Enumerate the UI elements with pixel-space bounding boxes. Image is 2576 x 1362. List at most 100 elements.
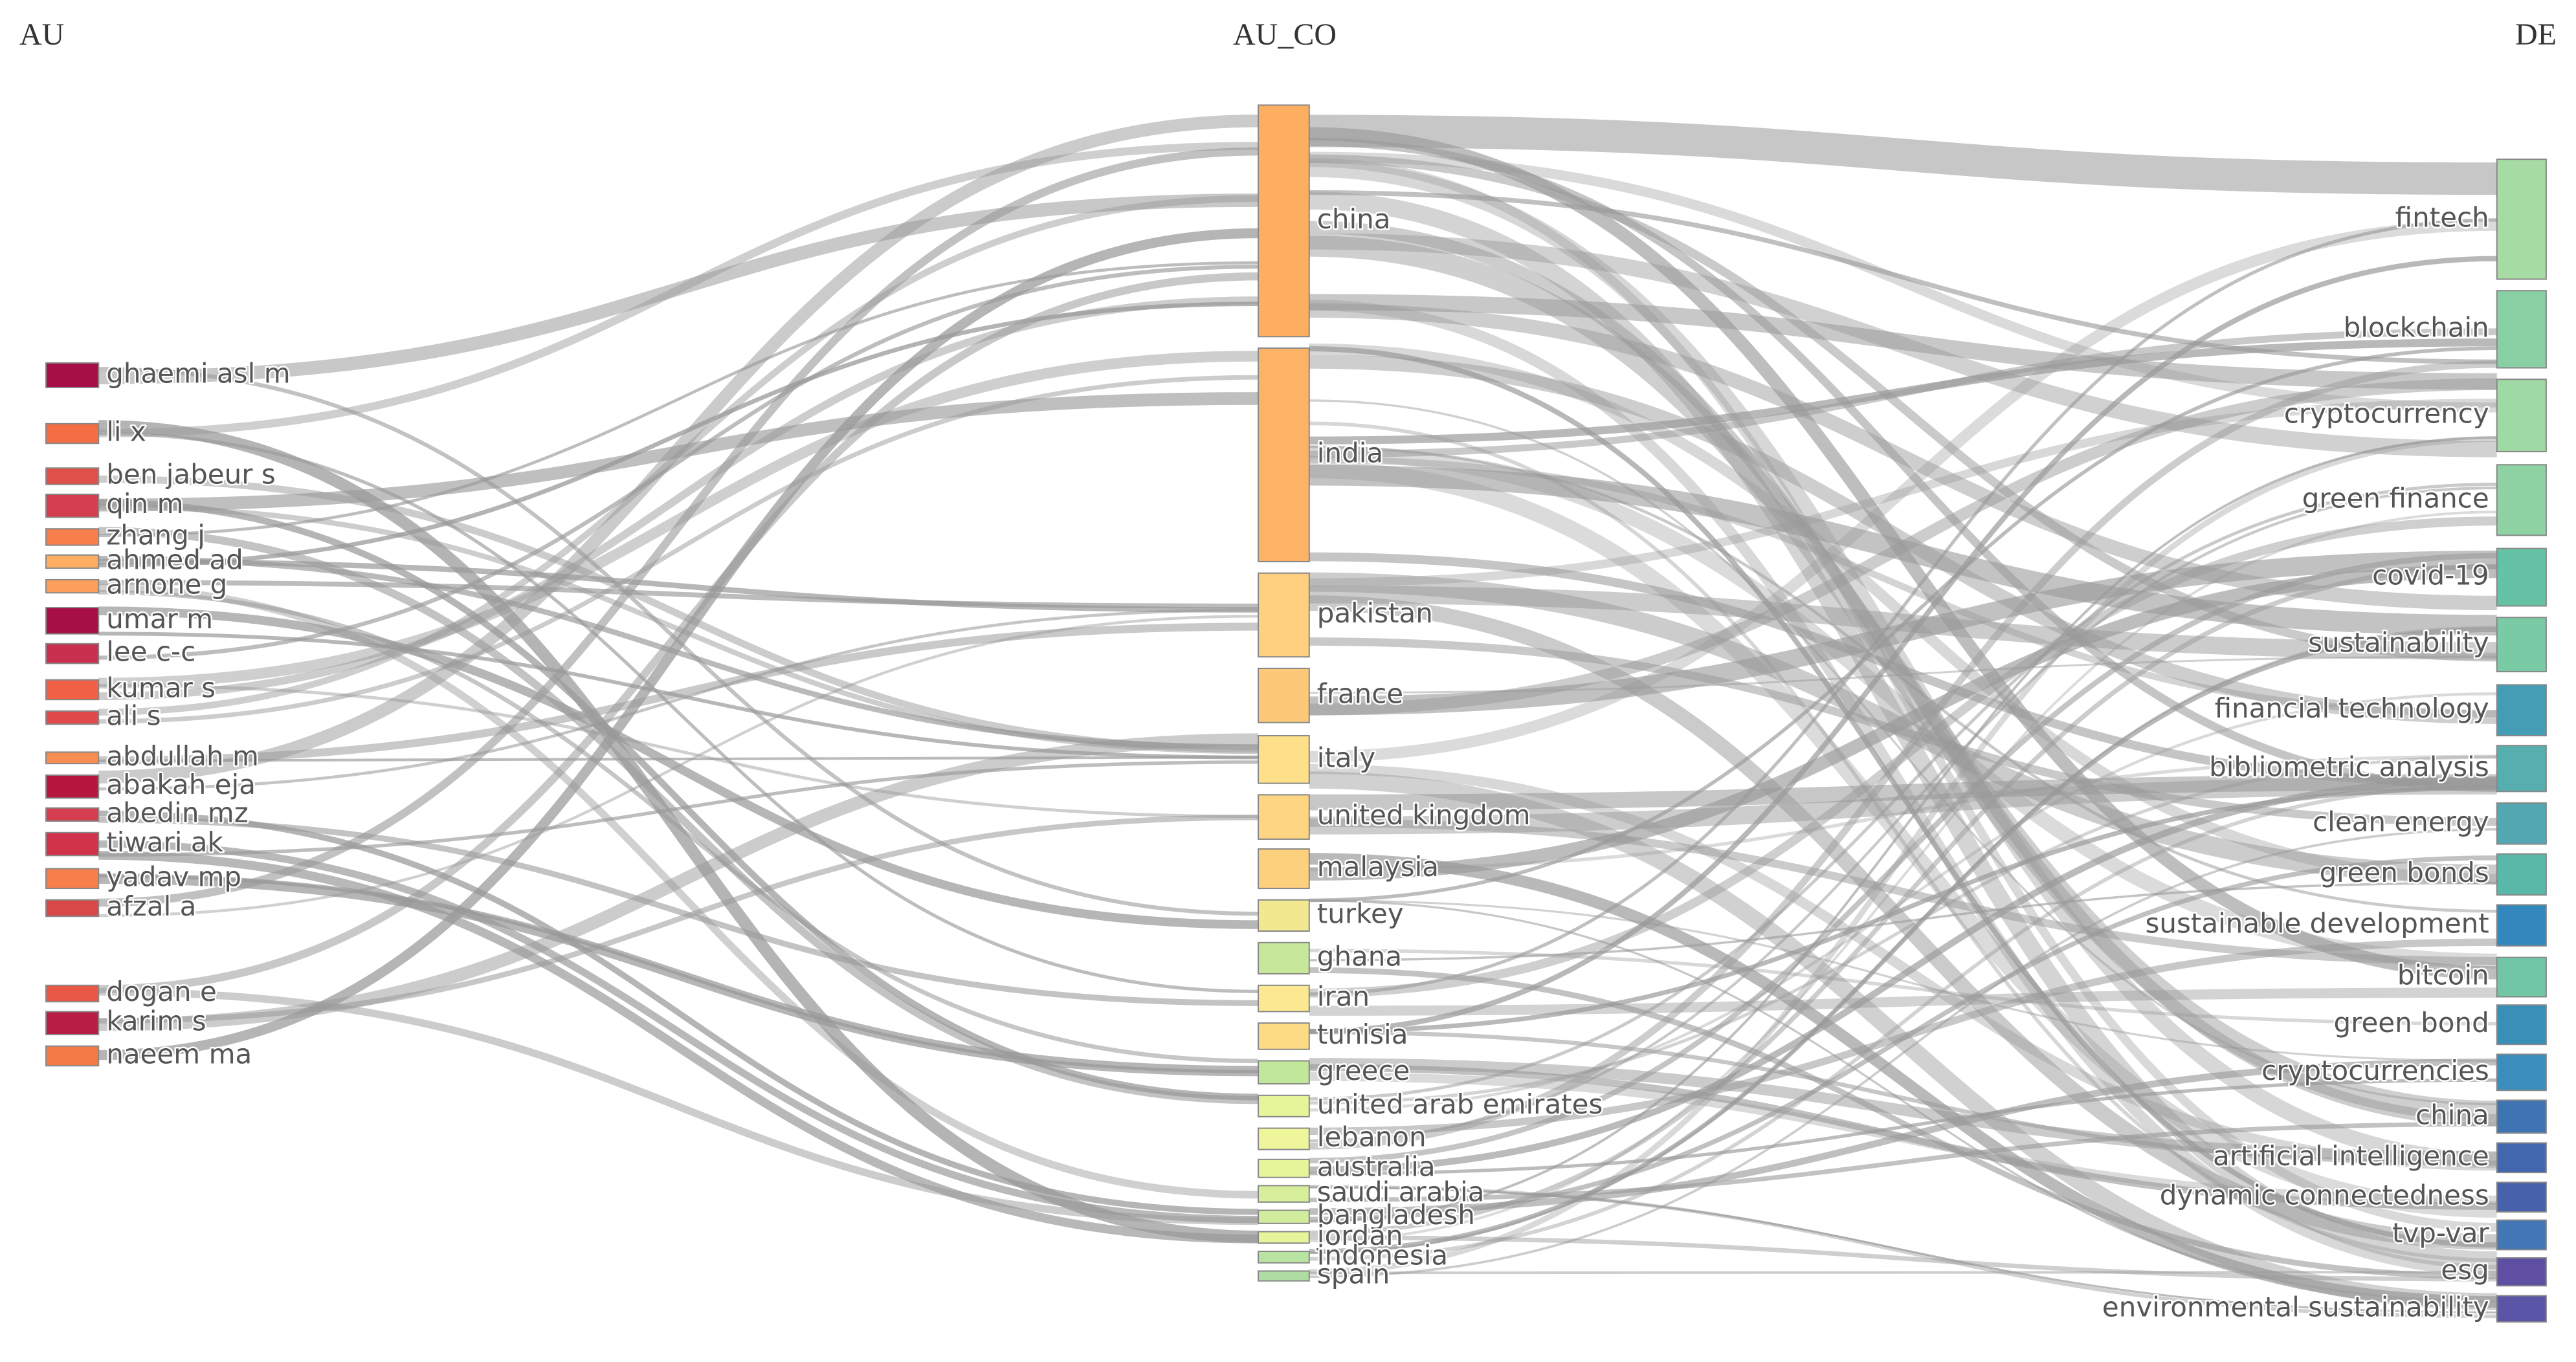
node-label: indonesia <box>1317 1239 1448 1271</box>
node <box>1258 984 1310 1013</box>
node-label: sustainable development <box>2146 908 2489 939</box>
node <box>1258 347 1310 562</box>
flow <box>98 606 1259 929</box>
flow <box>98 760 1259 857</box>
flow <box>98 608 1259 791</box>
node-label: united kingdom <box>1317 799 1531 831</box>
node <box>2496 1004 2547 1046</box>
flow <box>98 810 1259 1215</box>
node <box>45 774 100 799</box>
column-header: DE <box>2515 17 2557 52</box>
flow <box>1309 987 2497 1016</box>
node-label: karim s <box>106 1005 206 1037</box>
node-label: united arab emirates <box>1317 1088 1603 1120</box>
flow <box>98 840 1259 1224</box>
node <box>2496 1295 2547 1323</box>
flow <box>98 264 1259 660</box>
flow <box>98 193 1259 384</box>
node-label: jordan <box>1316 1220 1403 1251</box>
flow <box>1309 899 2497 1062</box>
node <box>2496 1181 2547 1213</box>
flow <box>1309 551 2497 716</box>
flow <box>1309 158 2497 1232</box>
node-label: blockchain <box>2344 311 2489 343</box>
node-label: lebanon <box>1317 1121 1427 1153</box>
node-label: li x <box>106 416 146 448</box>
flows <box>98 115 2497 1319</box>
flow <box>1309 655 2497 694</box>
node-label: spain <box>1317 1258 1390 1290</box>
flow <box>98 589 1259 1064</box>
node <box>2496 1257 2547 1287</box>
node <box>2496 159 2547 280</box>
node <box>45 554 100 569</box>
flow <box>1309 399 2497 587</box>
node <box>1258 735 1310 784</box>
node <box>1258 1185 1310 1203</box>
flow <box>1309 218 2497 996</box>
node-label: abdullah m <box>106 740 259 772</box>
node <box>45 899 100 917</box>
node-label: turkey <box>1317 897 1404 929</box>
flow <box>98 815 1259 1024</box>
flow <box>98 817 1259 1006</box>
node-label: green finance <box>2302 482 2489 514</box>
flow <box>1309 354 2497 724</box>
flow <box>1309 853 2497 1308</box>
flow <box>1309 1078 2497 1176</box>
node-label: dynamic connectedness <box>2160 1180 2489 1211</box>
node-label: financial technology <box>2215 692 2489 724</box>
node-label: dogan e <box>106 976 217 1007</box>
node <box>2496 1219 2547 1251</box>
flow <box>1309 1235 2497 1282</box>
flow <box>98 499 1259 1101</box>
flow <box>1309 627 2497 1254</box>
node-label: cryptocurrency <box>2284 398 2489 430</box>
flow <box>1309 482 2497 1101</box>
node <box>45 578 100 594</box>
flow <box>1309 564 2497 1236</box>
node <box>2496 464 2547 536</box>
flow <box>1309 465 2497 636</box>
node-label: umar m <box>106 603 213 635</box>
node <box>1258 1094 1310 1117</box>
node-label: covid-19 <box>2372 560 2489 591</box>
node <box>1258 1158 1310 1178</box>
flow <box>1309 776 2497 1174</box>
node-label: saudi arabia <box>1317 1176 1485 1208</box>
node <box>45 362 100 388</box>
flow <box>98 272 1259 993</box>
node <box>45 831 100 857</box>
flow <box>1309 855 2497 1222</box>
node <box>45 643 100 665</box>
node <box>1258 1270 1310 1282</box>
node-label: yadav mp <box>106 861 241 892</box>
node <box>45 868 100 890</box>
node <box>45 1011 100 1035</box>
node-label: iran <box>1317 981 1370 1013</box>
node-label: green bonds <box>2320 857 2489 888</box>
node <box>45 423 100 445</box>
flow <box>1309 461 2497 1218</box>
column-header: AU_CO <box>1233 17 1337 52</box>
node-label: ben jabeur s <box>106 459 276 490</box>
flow <box>1309 881 2497 961</box>
node <box>1258 1022 1310 1050</box>
flow <box>1309 564 2497 881</box>
flow <box>98 851 1259 1244</box>
flow <box>1309 436 2497 1275</box>
node <box>1258 1209 1310 1224</box>
node <box>2496 904 2547 947</box>
flow <box>1309 219 2497 763</box>
flow <box>1309 828 2497 1279</box>
flow <box>1309 552 2497 787</box>
flow <box>1309 784 2497 1261</box>
flow <box>98 580 1259 609</box>
node <box>1258 899 1310 932</box>
node-label: tvp-var <box>2392 1217 2490 1249</box>
node-label: ghaemi asl m <box>106 357 290 389</box>
node-label: abakah eja <box>106 769 256 800</box>
column-header: AU <box>19 17 64 52</box>
flow <box>1309 511 2497 1242</box>
